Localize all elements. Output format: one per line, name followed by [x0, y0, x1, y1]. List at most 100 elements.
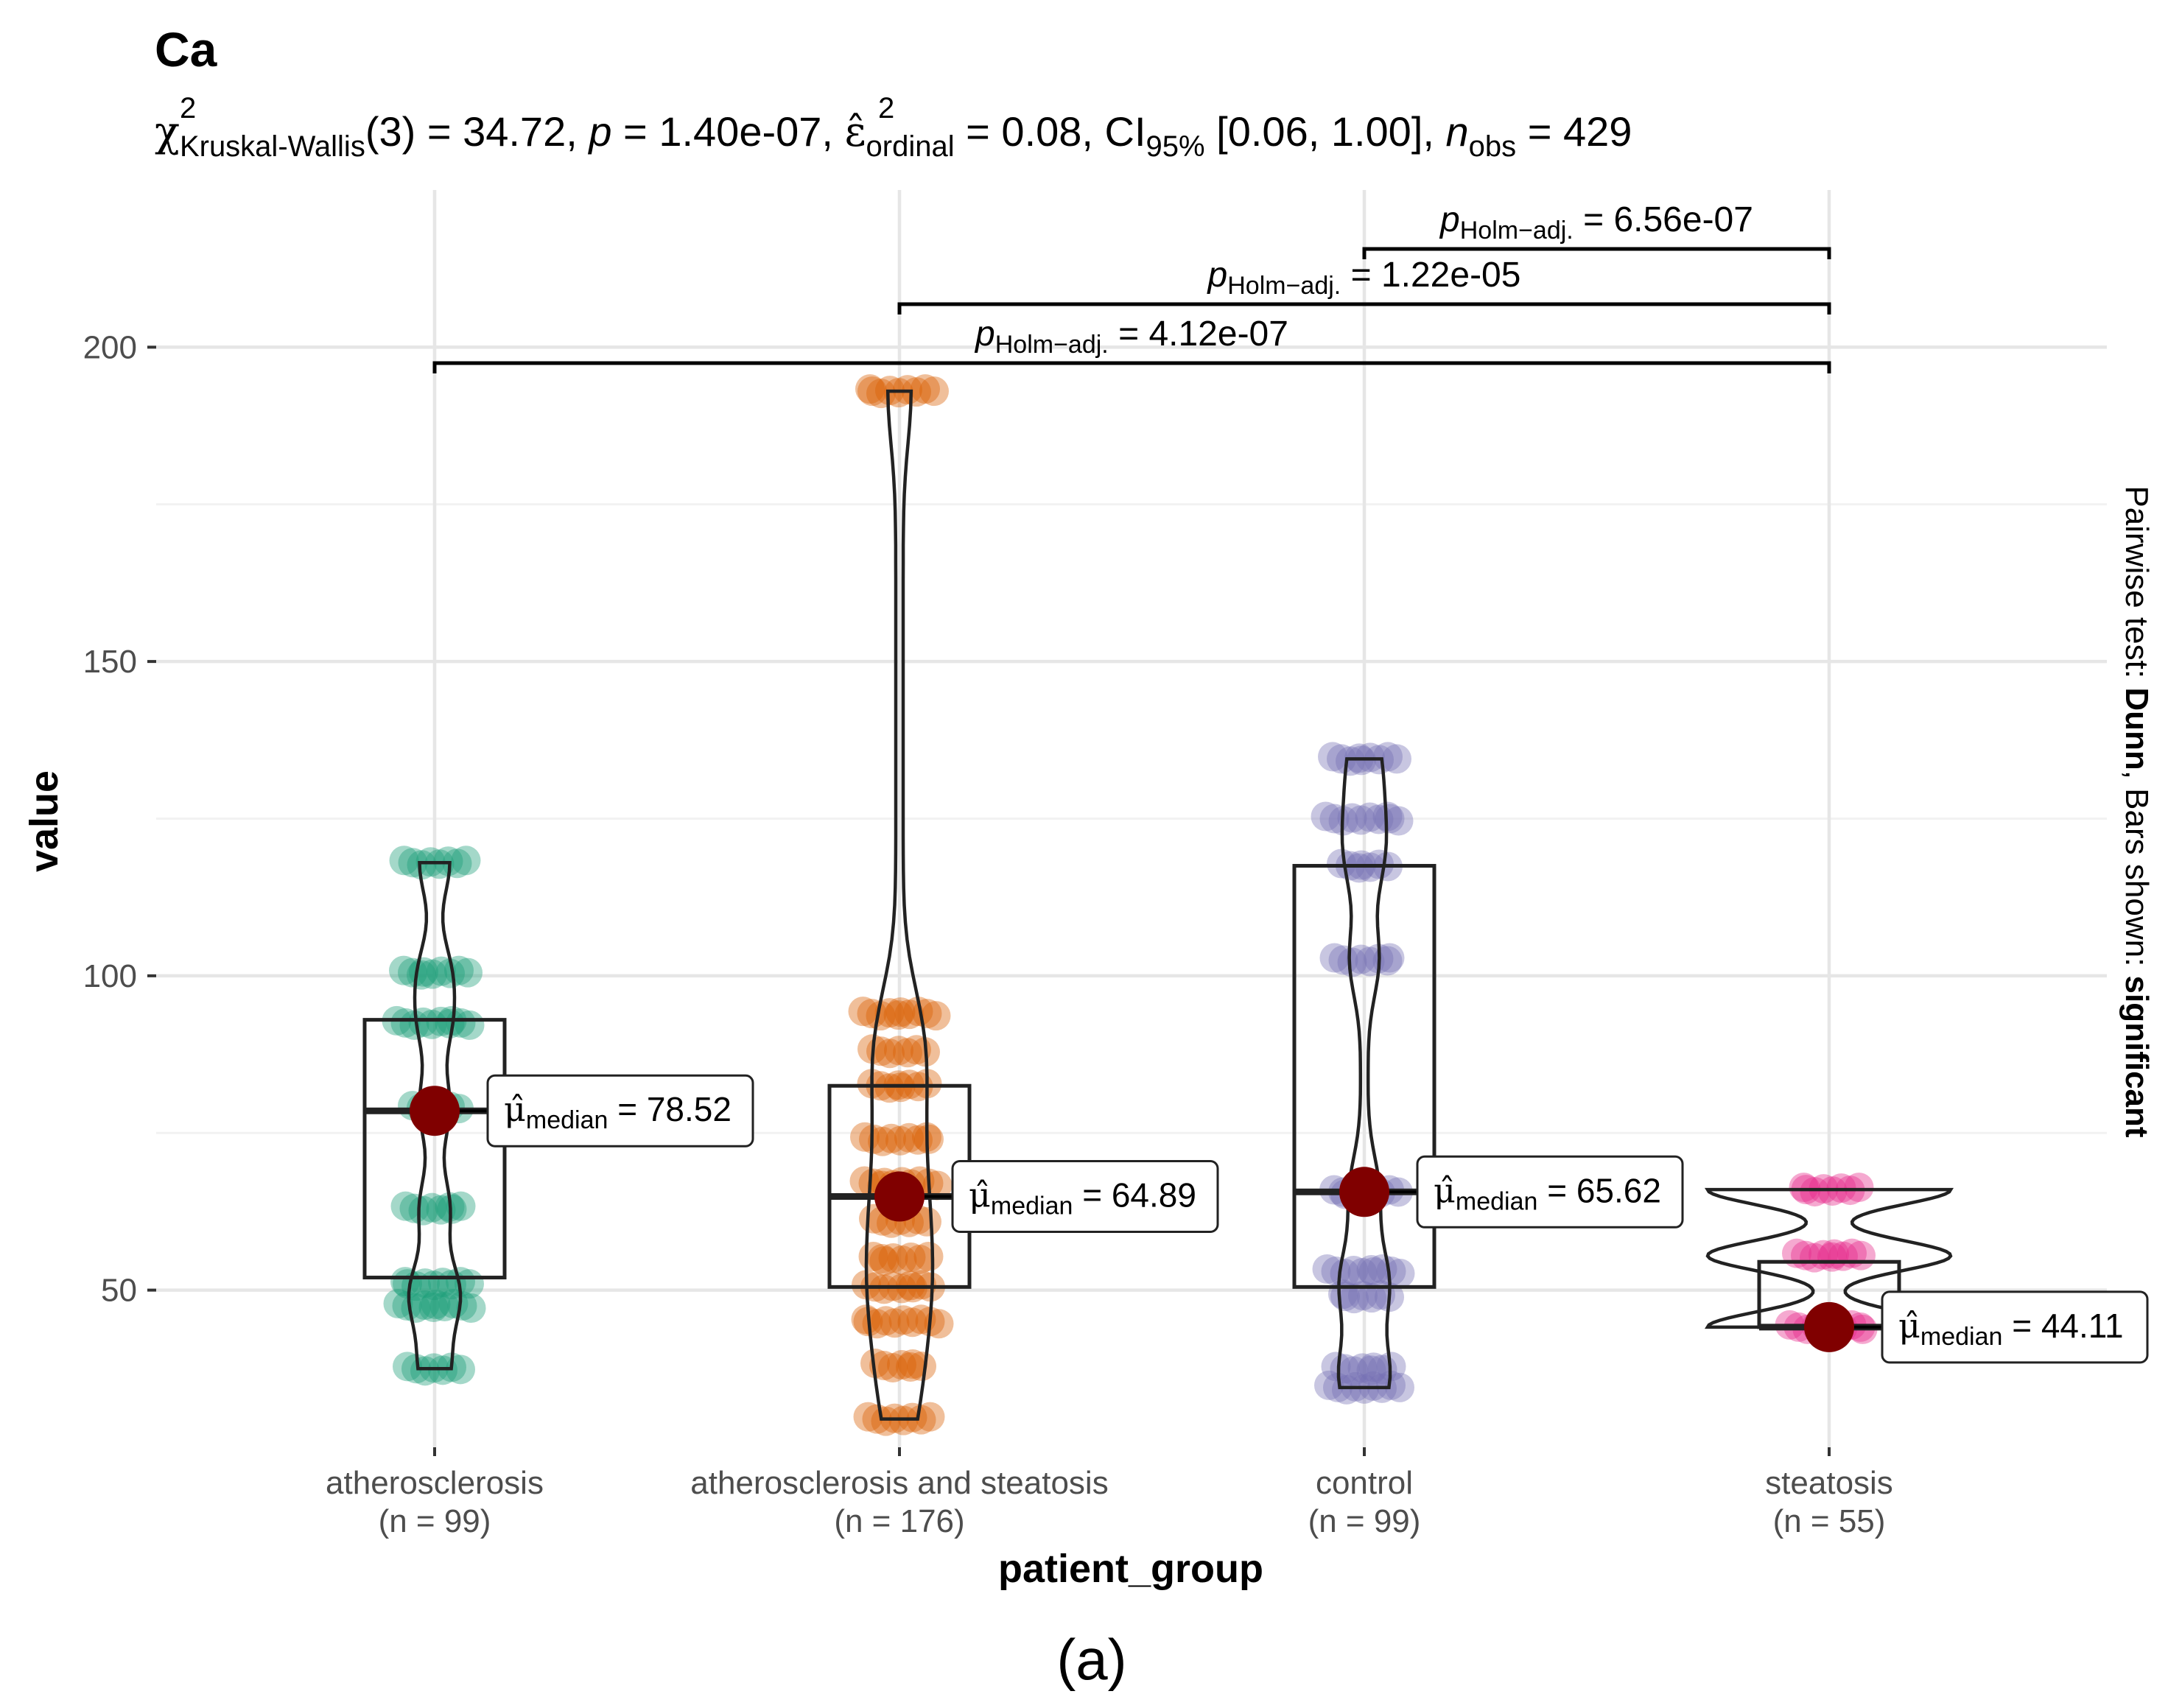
data-point: [913, 1241, 944, 1271]
x-tick-label: atherosclerosis: [326, 1465, 544, 1501]
box: [362, 1018, 507, 1280]
data-point: [1347, 1353, 1378, 1383]
data-point: [1323, 1372, 1353, 1402]
median-markers: μ̂median = 78.52 μ̂median = 64.89 μ̂median…: [410, 1074, 2149, 1364]
median-label: μ̂median = 65.62: [1434, 1170, 1661, 1215]
data-point: [1800, 1243, 1829, 1273]
subtitle-effect-sub: ordinal: [866, 130, 955, 163]
data-point: [878, 1243, 908, 1273]
data-point: [1312, 1254, 1342, 1284]
data-point: [1382, 744, 1411, 774]
right-caption-prefix: Pairwise test:: [2119, 485, 2155, 687]
data-point: [859, 1124, 888, 1154]
subtitle-stat-sup: 2: [180, 92, 196, 124]
data-point: [446, 1191, 476, 1221]
pairwise-label: pHolm−adj. = 4.12e-07: [974, 314, 1288, 359]
data-point: [1346, 944, 1376, 974]
median-point: [1339, 1167, 1389, 1217]
figure-label: (a): [1056, 1627, 1126, 1692]
data-point: [399, 1193, 429, 1223]
data-point: [903, 997, 933, 1027]
data-point: [1385, 1259, 1415, 1289]
data-point: [902, 377, 931, 407]
data-point: [860, 1349, 890, 1379]
data-point: [428, 1268, 457, 1298]
median-label-box: [951, 1160, 1219, 1234]
subtitle-effect-value: = 0.08, CI: [955, 108, 1146, 155]
data-point: [1321, 1352, 1351, 1382]
data-point: [1337, 803, 1367, 833]
subtitle-ci-value: [0.06, 1.00],: [1205, 108, 1446, 155]
data-point: [1339, 1256, 1369, 1286]
data-point: [418, 1292, 449, 1322]
pairwise-comparisons: pHolm−adj. = 6.56e-07 pHolm−adj. = 1.22e-…: [432, 200, 1831, 373]
data-point: [868, 1126, 897, 1156]
data-point: [896, 1242, 926, 1272]
data-point: [883, 1000, 913, 1030]
data-point: [869, 1274, 899, 1304]
x-tick-count: (n = 99): [379, 1503, 491, 1539]
median-label-box: [1881, 1290, 2149, 1364]
subtitle-n-value: = 429: [1516, 108, 1632, 155]
data-point: [455, 1010, 485, 1040]
data-point: [906, 1405, 936, 1435]
violin-outline: [864, 389, 935, 1421]
median-label: μ̂median = 64.89: [969, 1175, 1196, 1220]
data-point: [429, 1291, 460, 1321]
data-point: [401, 1354, 431, 1384]
data-point: [871, 1406, 901, 1436]
data-point: [907, 1352, 936, 1382]
box: [1292, 864, 1436, 1289]
data-point: [1339, 1284, 1369, 1314]
violin-outline: [1704, 1187, 1954, 1329]
data-point: [421, 1289, 451, 1319]
median-label-box: [1416, 1155, 1684, 1229]
data-point: [921, 1001, 951, 1031]
subtitle-effect-sup: 2: [878, 92, 894, 124]
data-point: [1347, 1258, 1378, 1288]
data-point: [1344, 853, 1374, 883]
data-point: [1318, 742, 1347, 772]
data-point: [417, 1009, 447, 1039]
data-point: [1356, 1355, 1386, 1385]
data-point: [894, 1122, 924, 1153]
x-tick-count: (n = 99): [1308, 1503, 1421, 1539]
data-point: [390, 1008, 421, 1038]
pairwise-label: pHolm−adj. = 1.22e-05: [1207, 256, 1521, 300]
data-point: [885, 997, 916, 1027]
data-point: [1327, 848, 1356, 879]
x-axis-title: patient_group: [998, 1547, 1263, 1591]
y-tick-label: 200: [83, 329, 137, 365]
data-point: [871, 1306, 901, 1336]
data-point: [869, 1351, 899, 1381]
median-label-box: [486, 1074, 754, 1148]
right-caption-test: Dunn: [2119, 687, 2155, 770]
data-point: [880, 1308, 910, 1338]
data-point: [887, 1245, 917, 1275]
x-tick-label: atherosclerosis and steatosis: [690, 1465, 1108, 1501]
data-point: [1376, 1257, 1406, 1287]
data-point: [390, 1191, 421, 1221]
data-point: [1321, 1257, 1351, 1287]
subtitle-df: (3): [365, 108, 415, 155]
data-point: [869, 1245, 899, 1276]
data-point: [418, 959, 447, 989]
data-point: [1355, 802, 1385, 832]
data-point: [914, 1124, 944, 1154]
data-point: [1800, 1177, 1830, 1207]
data-point: [1346, 805, 1376, 835]
data-point: [456, 1293, 486, 1323]
right-caption: Pairwise test: Dunn, Bars shown: signifi…: [2119, 485, 2155, 1137]
subtitle-stat-sub: Kruskal-Wallis: [180, 130, 365, 163]
data-point: [410, 1290, 440, 1320]
data-point: [1358, 1352, 1389, 1382]
data-point: [897, 1307, 927, 1338]
data-point: [874, 998, 905, 1028]
chart-subtitle: χKruskal-Wallis(3) = 34.72, p = 1.40e-07…: [155, 108, 1632, 163]
data-point: [898, 1349, 927, 1380]
median-point: [410, 1086, 460, 1136]
data-point: [427, 956, 456, 986]
subtitle-stat-value: = 34.72,: [415, 108, 589, 155]
x-tick-count: (n = 55): [1773, 1503, 1886, 1539]
